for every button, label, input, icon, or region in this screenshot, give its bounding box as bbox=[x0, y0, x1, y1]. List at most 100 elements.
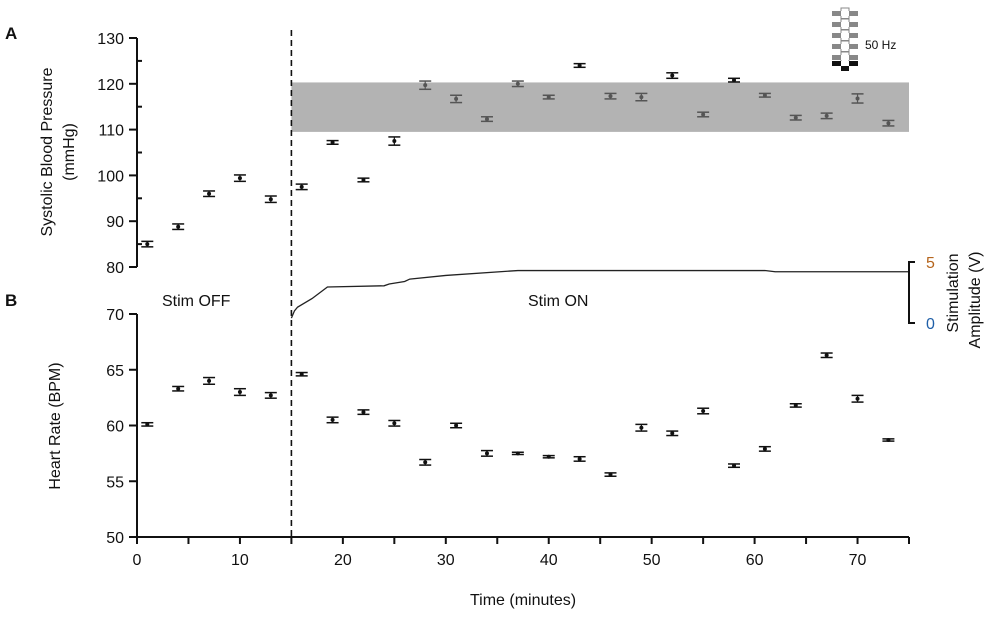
bp-marker bbox=[793, 115, 798, 120]
bp-point bbox=[882, 119, 895, 127]
bp-marker bbox=[515, 81, 520, 86]
hr-point bbox=[419, 458, 432, 466]
hr-marker bbox=[577, 456, 582, 461]
panel-label-b: B bbox=[5, 291, 17, 310]
hr-point bbox=[851, 394, 864, 403]
hr-marker bbox=[824, 353, 829, 358]
hr-marker bbox=[515, 451, 520, 456]
hr-point bbox=[697, 407, 710, 415]
hr-marker bbox=[392, 421, 397, 426]
bp-marker bbox=[639, 95, 644, 100]
bp-point bbox=[542, 94, 555, 100]
bp-marker bbox=[176, 224, 181, 229]
bp-marker bbox=[546, 95, 551, 100]
hr-marker bbox=[670, 431, 675, 436]
electrode-core bbox=[841, 44, 849, 49]
hr-marker bbox=[268, 393, 273, 398]
hr-marker bbox=[237, 390, 242, 395]
bp-marker bbox=[732, 78, 737, 83]
bp-point bbox=[728, 77, 741, 83]
bp-point bbox=[820, 112, 833, 120]
bp-point bbox=[388, 136, 401, 146]
bp-point bbox=[419, 80, 432, 91]
stim-off-label: Stim OFF bbox=[162, 293, 231, 310]
hr-marker bbox=[701, 409, 706, 414]
hr-point bbox=[511, 451, 524, 456]
hr-marker bbox=[732, 463, 737, 468]
x-tick-label: 10 bbox=[231, 552, 249, 569]
electrode-core bbox=[841, 61, 849, 66]
x-tick-label: 30 bbox=[437, 552, 455, 569]
bp-point bbox=[450, 94, 463, 104]
bp-point bbox=[697, 111, 710, 118]
hr-point bbox=[882, 437, 895, 442]
bp-y-tick-label: 100 bbox=[97, 168, 124, 185]
bp-marker bbox=[145, 242, 150, 247]
frequency-label: 50 Hz bbox=[865, 38, 896, 52]
hr-point bbox=[172, 385, 185, 392]
bp-y-tick-label: 80 bbox=[106, 260, 124, 277]
hr-point bbox=[450, 422, 463, 429]
hr-point bbox=[542, 454, 555, 459]
bp-point bbox=[357, 177, 370, 183]
hr-point bbox=[604, 472, 617, 477]
x-tick-label: 0 bbox=[133, 552, 142, 569]
bp-y-axis-unit: (mmHg) bbox=[61, 123, 78, 181]
bp-y-tick-label: 110 bbox=[98, 123, 124, 140]
x-tick-label: 50 bbox=[643, 552, 661, 569]
bp-marker bbox=[237, 176, 242, 181]
bp-marker bbox=[299, 184, 304, 189]
x-tick-label: 40 bbox=[540, 552, 558, 569]
hr-marker bbox=[762, 446, 767, 451]
stim-y-tick-label: 5 bbox=[926, 255, 935, 272]
hr-point bbox=[573, 455, 586, 462]
hr-marker bbox=[855, 396, 860, 401]
electrode-core bbox=[841, 11, 849, 16]
hr-point bbox=[357, 409, 370, 416]
bp-point bbox=[604, 92, 617, 100]
hr-marker bbox=[886, 437, 891, 442]
hr-point bbox=[635, 423, 648, 432]
hr-point bbox=[480, 449, 493, 457]
hr-y-tick-label: 70 bbox=[106, 307, 124, 324]
target-bp-band bbox=[291, 82, 909, 132]
bp-marker bbox=[670, 73, 675, 78]
hr-marker bbox=[793, 403, 798, 408]
bp-y-axis-label: Systolic Blood Pressure bbox=[39, 67, 56, 236]
bp-marker bbox=[361, 177, 366, 182]
bp-marker bbox=[608, 94, 613, 99]
bp-marker bbox=[762, 93, 767, 98]
hr-marker bbox=[207, 378, 212, 383]
hr-marker bbox=[639, 425, 644, 430]
hr-marker bbox=[608, 472, 613, 477]
bp-y-tick-label: 90 bbox=[106, 214, 124, 231]
hr-marker bbox=[454, 423, 459, 428]
bp-y-tick-label: 120 bbox=[97, 77, 124, 94]
hr-point bbox=[264, 391, 277, 399]
stim-y-axis-label-line2: Amplitude (V) bbox=[967, 252, 984, 349]
electrode-tip bbox=[841, 66, 849, 71]
electrode-array-icon bbox=[832, 7, 858, 71]
bp-y-tick-label: 130 bbox=[97, 31, 124, 48]
hr-point bbox=[820, 352, 833, 359]
bp-point bbox=[172, 223, 185, 231]
bp-marker bbox=[392, 139, 397, 144]
x-axis-label: Time (minutes) bbox=[470, 592, 576, 609]
bp-marker bbox=[207, 191, 212, 196]
hr-marker bbox=[361, 410, 366, 415]
bp-marker bbox=[268, 197, 273, 202]
bp-point bbox=[573, 62, 586, 69]
hr-point bbox=[295, 371, 308, 377]
hr-point bbox=[203, 376, 216, 385]
electrode-core bbox=[841, 22, 849, 27]
hr-point bbox=[141, 421, 154, 427]
bp-point bbox=[480, 116, 493, 123]
hr-point bbox=[758, 445, 771, 452]
hr-y-tick-label: 65 bbox=[106, 363, 124, 380]
stim-y-axis bbox=[908, 261, 915, 324]
hr-y-axis-label: Heart Rate (BPM) bbox=[47, 362, 64, 489]
bp-point bbox=[789, 114, 802, 121]
hr-marker bbox=[176, 386, 181, 391]
electrode-core bbox=[841, 33, 849, 38]
